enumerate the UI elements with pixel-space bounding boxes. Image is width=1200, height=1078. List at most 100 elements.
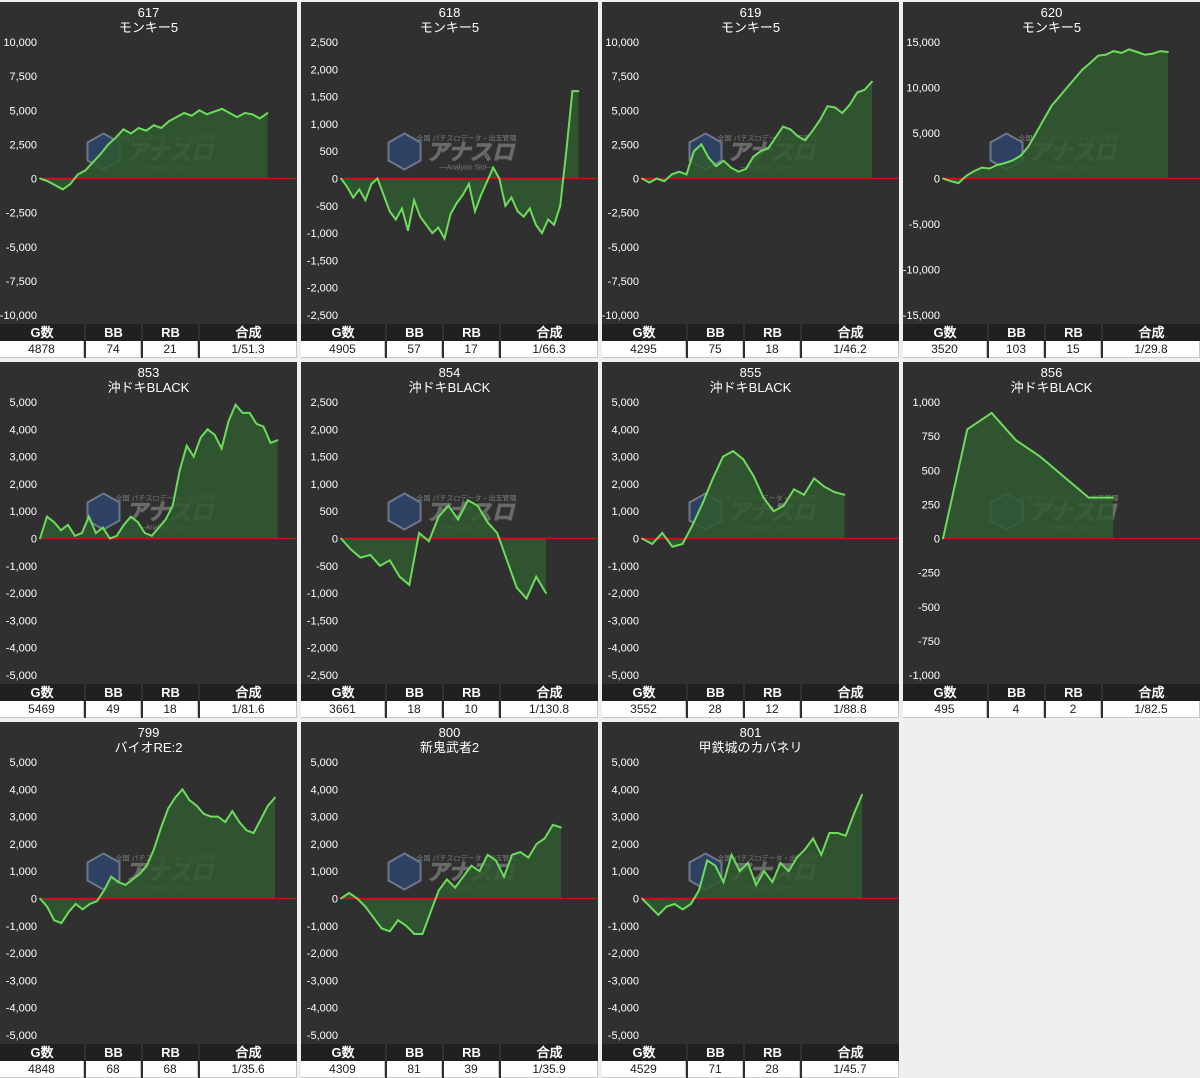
data-point: [1112, 50, 1115, 52]
y-tick-label: -7,500: [6, 276, 37, 288]
y-tick-label: -10,000: [903, 265, 940, 277]
y-tick-label: -500: [316, 561, 338, 573]
header-games: G数: [602, 324, 686, 341]
data-point: [138, 873, 141, 875]
bb-value: 18: [387, 701, 442, 718]
data-point: [474, 210, 476, 213]
data-point: [476, 504, 479, 507]
series-area: [642, 451, 845, 547]
data-point: [1039, 455, 1041, 458]
chart-panel: 855 沖ドキBLACK 5,000 4,000 3,000 2,000 1,000 0 -1,…: [602, 362, 899, 718]
y-tick-label: 3,000: [611, 452, 639, 464]
data-point: [1151, 52, 1154, 55]
y-tick-label: 3,000: [9, 812, 37, 824]
data-point: [388, 559, 391, 562]
data-point: [535, 575, 538, 578]
data-point: [535, 224, 537, 226]
data-point: [504, 204, 507, 207]
machine-title: バイオRE:2: [115, 740, 183, 755]
machine-number: 855: [740, 365, 762, 380]
data-point: [205, 113, 208, 116]
data-point: [722, 455, 724, 458]
combined-value: 1/82.5: [1103, 701, 1200, 718]
data-point: [1128, 48, 1131, 51]
data-point: [553, 224, 555, 226]
data-point: [137, 127, 140, 129]
y-tick-label: -2,000: [307, 643, 338, 655]
y-tick-label: -3,000: [6, 615, 37, 627]
data-point: [973, 170, 975, 173]
chart-panel: 856 沖ドキBLACK 1,000 750 500 250 0 -250 -500 -750 -1…: [903, 362, 1200, 718]
combined-value: 1/35.9: [501, 1061, 598, 1078]
data-point: [745, 168, 747, 170]
data-point: [1074, 77, 1076, 80]
data-point: [53, 919, 56, 922]
y-tick-label: -2,000: [608, 588, 639, 600]
data-point: [67, 911, 70, 914]
header-bb: BB: [86, 684, 141, 701]
y-tick-label: 750: [922, 431, 940, 443]
data-point: [722, 881, 725, 883]
data-point: [833, 491, 836, 493]
series-area: [40, 789, 275, 924]
data-point: [516, 210, 519, 213]
machine-title: モンキー5: [721, 20, 780, 35]
data-point: [266, 112, 269, 114]
y-tick-label: 0: [633, 174, 639, 186]
y-tick-label: -5,000: [608, 242, 639, 254]
data-point: [559, 204, 562, 207]
header-rb: RB: [745, 1044, 800, 1061]
data-point: [853, 813, 855, 815]
stats-table: G数 BB RB 合成 4848 68 68 1/35.6: [0, 1044, 297, 1078]
data-point: [826, 105, 829, 108]
rb-value: 18: [745, 341, 800, 358]
data-point: [153, 848, 155, 851]
series-area: [943, 412, 1113, 539]
series-line: [340, 823, 562, 935]
data-point: [486, 180, 489, 183]
data-point: [267, 804, 269, 807]
stats-table: G数 BB RB 合成 4295 75 18 1/46.2: [602, 324, 899, 358]
data-point: [737, 170, 740, 173]
combined-value: 1/81.6: [200, 701, 297, 718]
header-games: G数: [0, 684, 84, 701]
data-point: [543, 837, 546, 840]
data-point: [234, 403, 237, 406]
y-tick-label: 0: [934, 534, 940, 546]
data-point: [84, 169, 87, 172]
y-tick-label: -1,000: [307, 588, 338, 600]
y-tick-label: -1,000: [6, 561, 37, 573]
data-point: [131, 878, 134, 881]
stats-table: G数 BB RB 合成 3520 103 15 1/29.8: [903, 324, 1200, 358]
data-point: [714, 864, 717, 867]
y-tick-label: 4,000: [611, 424, 639, 436]
data-point: [130, 132, 132, 135]
data-point: [389, 930, 391, 933]
data-point: [340, 897, 342, 900]
data-point: [376, 177, 379, 180]
y-tick-label: 0: [332, 174, 338, 186]
hexagon-icon: [387, 132, 422, 171]
games-value: 4848: [0, 1061, 84, 1078]
data-point: [185, 444, 188, 447]
y-tick-label: -2,000: [6, 948, 37, 960]
combined-value: 1/88.8: [802, 701, 899, 718]
data-point: [641, 177, 643, 180]
y-tick-label: -1,000: [909, 670, 940, 682]
data-point: [454, 886, 456, 889]
data-point: [195, 804, 198, 807]
data-point: [848, 103, 851, 106]
rb-value: 18: [143, 701, 198, 718]
combined-value: 1/130.8: [501, 701, 598, 718]
data-point: [942, 537, 944, 540]
data-point: [348, 892, 350, 894]
data-point: [171, 504, 174, 507]
machine-title: 沖ドキBLACK: [1011, 380, 1093, 395]
data-point: [486, 853, 489, 856]
bb-value: 4: [989, 701, 1044, 718]
y-tick-label: 2,500: [310, 397, 338, 409]
data-point: [655, 177, 658, 180]
combined-value: 1/51.3: [200, 341, 297, 358]
y-tick-label: -500: [918, 602, 940, 614]
header-bb: BB: [86, 324, 141, 341]
